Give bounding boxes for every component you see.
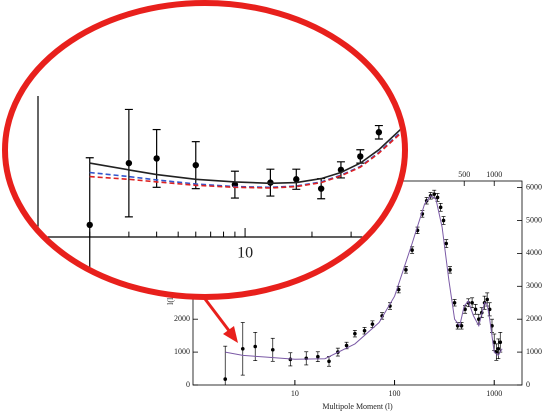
data-point [293,176,300,183]
data-point [270,347,275,352]
data-point [470,300,474,305]
data-point [344,343,349,348]
data-point [362,328,367,333]
data-point [327,359,331,364]
data-point [125,159,133,167]
data-point [223,377,228,381]
data-point [357,153,364,160]
x-tick-label: 1000 [486,389,502,398]
data-point [410,248,414,252]
model-curve [89,133,401,189]
data-point [396,287,401,292]
data-point [485,297,489,302]
data-point [253,344,258,349]
data-point [316,354,320,359]
data-point [86,221,93,229]
x-tick-label: 100 [389,389,401,398]
y-tick-label: 1000 [174,347,190,356]
data-point [435,195,440,200]
data-point [240,347,245,351]
data-point [476,317,481,321]
y-tick-label-right: 5000 [526,215,542,224]
y-tick-label-right: 1000 [526,347,542,356]
y-tick-label-right: 0 [526,380,530,389]
data-point [452,300,457,305]
x-axis-label: Multipole Moment (l) [322,402,393,411]
data-point [353,331,357,336]
inset-background [5,3,405,297]
data-point [498,340,503,345]
data-point [496,347,501,351]
data-point [153,155,160,162]
y-tick-label: 2000 [174,314,190,323]
model-curve [89,129,401,185]
model-curve [225,195,503,360]
plot-area [85,108,401,293]
data-point [444,241,449,246]
data-point [370,322,375,326]
data-point [473,307,478,312]
top-x-tick-label: 1000 [486,170,502,179]
inset-frame [2,0,408,300]
data-point [463,307,467,312]
data-point [304,356,309,361]
data-point [317,185,325,192]
data-point [459,323,464,328]
y-tick-label-right: 2000 [526,314,542,323]
data-point [448,268,452,272]
x-tick-label: 10 [237,245,253,262]
zoom-arrow-head [223,326,238,343]
y-tick-label: 0 [186,380,190,389]
top-x-tick-label: 500 [458,170,470,179]
plot-area [223,189,503,385]
x-tick-label: 10 [291,389,299,398]
data-point [441,218,446,223]
data-point [375,129,383,136]
y-tick-label-right: 4000 [526,248,542,257]
y-tick-label-right: 6000 [526,182,542,191]
data-point [192,161,199,169]
data-point [438,205,443,210]
data-point [404,268,408,272]
data-point [432,192,437,196]
data-point [487,307,492,312]
y-tick-label-right: 3000 [526,281,542,290]
